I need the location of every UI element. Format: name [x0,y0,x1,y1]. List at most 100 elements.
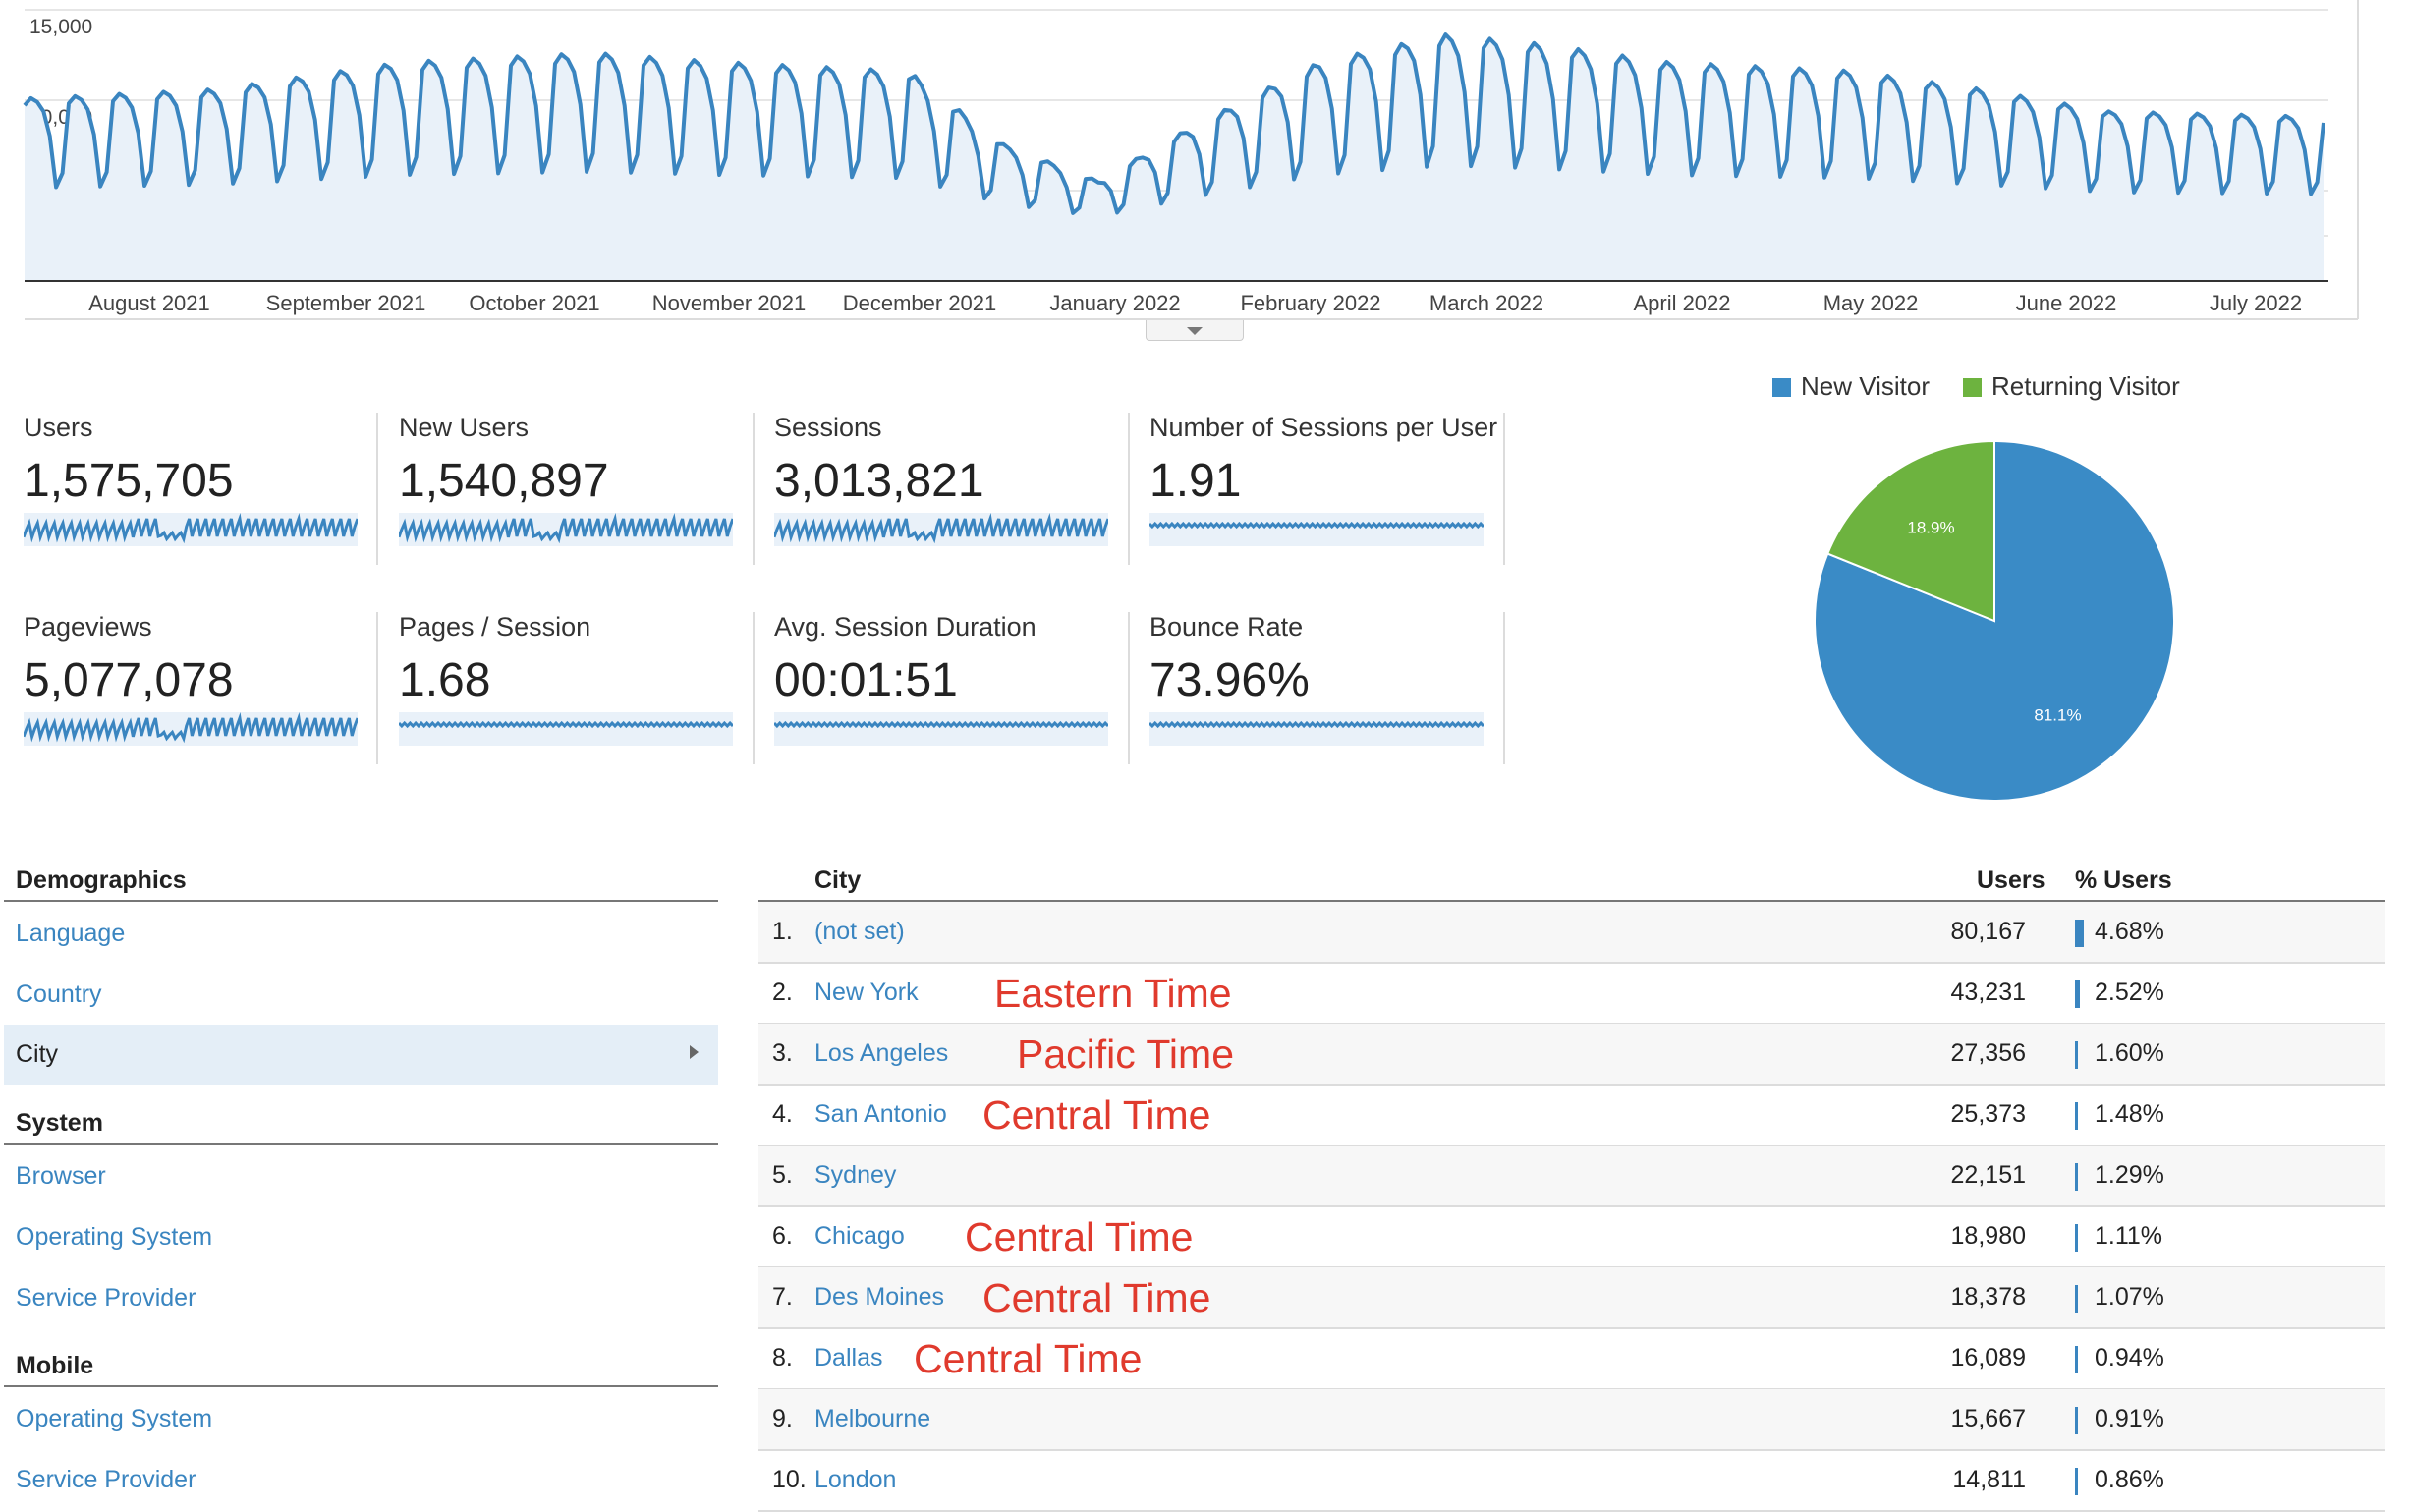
row-index: 6. [772,1222,793,1250]
overview-series-line [23,32,2325,215]
table-row[interactable]: 2. New York Eastern Time 43,231 2.52% [758,963,2385,1025]
timezone-annotation: Central Time [982,1275,1211,1320]
users-value: 22,151 [1950,1161,2026,1189]
city-link[interactable]: Los Angeles [814,1039,949,1067]
timezone-annotation: Central Time [982,1092,1211,1138]
table-row[interactable]: 3. Los Angeles Pacific Time 27,356 1.60% [758,1024,2385,1086]
chart-toggle-button[interactable] [1146,320,1244,341]
users-value: 18,980 [1950,1222,2026,1250]
metric-avg-session-duration[interactable]: Avg. Session Duration 00:01:51 [774,612,1128,769]
sidebar-item-service-provider[interactable]: Service Provider [16,1284,196,1312]
metric-number-of-sessions-per-user[interactable]: Number of Sessions per User 1.91 [1149,413,1503,570]
table-row[interactable]: 10. London 14,811 0.86% [758,1450,2385,1512]
city-link[interactable]: (not set) [814,918,905,945]
metric-value: 5,077,078 [24,654,234,706]
table-row[interactable]: 8. Dallas Central Time 16,089 0.94% [758,1328,2385,1390]
metric-label: Pageviews [24,612,152,642]
city-link[interactable]: San Antonio [814,1100,947,1128]
metric-sessions[interactable]: Sessions 3,013,821 [774,413,1128,570]
row-index: 8. [772,1344,793,1372]
pct-users-bar [2075,920,2084,947]
legend-swatch-new [1772,378,1791,397]
x-tick-label: July 2022 [2210,291,2302,315]
metric-value: 1,540,897 [399,455,609,507]
city-link[interactable]: Dallas [814,1344,883,1372]
metric-bounce-rate[interactable]: Bounce Rate 73.96% [1149,612,1503,769]
metric-sparkline [774,712,1108,746]
metric-value: 00:01:51 [774,654,958,706]
table-row[interactable]: 6. Chicago Central Time 18,980 1.11% [758,1206,2385,1268]
sidebar-item-label: City [16,1040,59,1068]
legend-returning-visitor[interactable]: Returning Visitor [1963,371,2180,402]
pct-users-value: 0.86% [2095,1466,2164,1493]
table-divider [758,900,2385,902]
column-header-city[interactable]: City [814,867,862,894]
metric-label: Number of Sessions per User [1149,413,1498,442]
pct-users-bar [2075,1285,2078,1313]
pct-users-value: 4.68% [2095,918,2164,945]
pct-users-value: 1.60% [2095,1039,2164,1067]
table-row[interactable]: 7. Des Moines Central Time 18,378 1.07% [758,1267,2385,1329]
metric-label: Avg. Session Duration [774,612,1036,642]
metric-value: 1.68 [399,654,491,706]
pct-users-bar [2075,1407,2078,1434]
metric-sparkline [1149,513,1484,546]
pct-users-bar [2075,1102,2078,1130]
users-value: 25,373 [1950,1100,2026,1128]
metric-pages-session[interactable]: Pages / Session 1.68 [399,612,753,769]
row-index: 7. [772,1283,793,1311]
city-link[interactable]: Des Moines [814,1283,944,1311]
pct-users-bar [2075,1041,2079,1069]
pct-users-value: 1.29% [2095,1161,2164,1189]
legend-new-visitor[interactable]: New Visitor [1772,371,1930,402]
metric-value: 1,575,705 [24,455,234,507]
city-link[interactable]: London [814,1466,897,1493]
section-mobile: Mobile [16,1352,94,1379]
pct-users-bar [2075,980,2080,1008]
divider [4,1143,718,1145]
y-tick-label: 15,000 [29,16,92,38]
timezone-annotation: Central Time [914,1336,1143,1381]
pie-slice-label: 81.1% [2034,706,2081,725]
sidebar-item-browser[interactable]: Browser [16,1162,106,1190]
metric-pageviews[interactable]: Pageviews 5,077,078 [24,612,377,769]
metric-separator [1128,612,1130,764]
metric-separator [376,612,378,764]
x-tick-label: December 2021 [843,291,997,315]
timezone-annotation: Pacific Time [1017,1032,1234,1077]
divider [4,1385,718,1387]
pct-users-bar [2075,1224,2078,1252]
metric-sparkline [399,712,733,746]
column-header-pct-users[interactable]: % Users [2075,867,2172,894]
x-tick-label: April 2022 [1633,291,1730,315]
metric-new-users[interactable]: New Users 1,540,897 [399,413,753,570]
city-link[interactable]: Sydney [814,1161,897,1189]
pct-users-bar [2075,1346,2078,1373]
pie-slice-returning-visitor[interactable] [1825,439,1995,623]
metric-value: 3,013,821 [774,455,984,507]
sidebar-item-mobile-service-provider[interactable]: Service Provider [16,1466,196,1493]
table-row[interactable]: 4. San Antonio Central Time 25,373 1.48% [758,1085,2385,1147]
column-header-users[interactable]: Users [1977,867,2045,894]
sidebar-item-operating-system[interactable]: Operating System [16,1223,213,1251]
metric-sparkline [1149,712,1484,746]
table-row[interactable]: 9. Melbourne 15,667 0.91% [758,1389,2385,1451]
city-link[interactable]: Melbourne [814,1405,931,1432]
pct-users-value: 1.07% [2095,1283,2164,1311]
city-link[interactable]: Chicago [814,1222,905,1250]
metric-separator [753,413,755,565]
metric-separator [753,612,755,764]
users-value: 15,667 [1950,1405,2026,1432]
users-value: 14,811 [1952,1466,2026,1493]
table-row[interactable]: 1. (not set) 80,167 4.68% [758,902,2385,964]
table-row[interactable]: 5. Sydney 22,151 1.29% [758,1146,2385,1207]
sidebar-item-city[interactable]: City [4,1025,718,1085]
row-index: 1. [772,918,793,945]
sidebar-item-country[interactable]: Country [16,980,102,1008]
sidebar-item-language[interactable]: Language [16,920,126,947]
metric-separator [376,413,378,565]
sidebar-item-mobile-operating-system[interactable]: Operating System [16,1405,213,1432]
metric-users[interactable]: Users 1,575,705 [24,413,377,570]
city-link[interactable]: New York [814,979,919,1006]
